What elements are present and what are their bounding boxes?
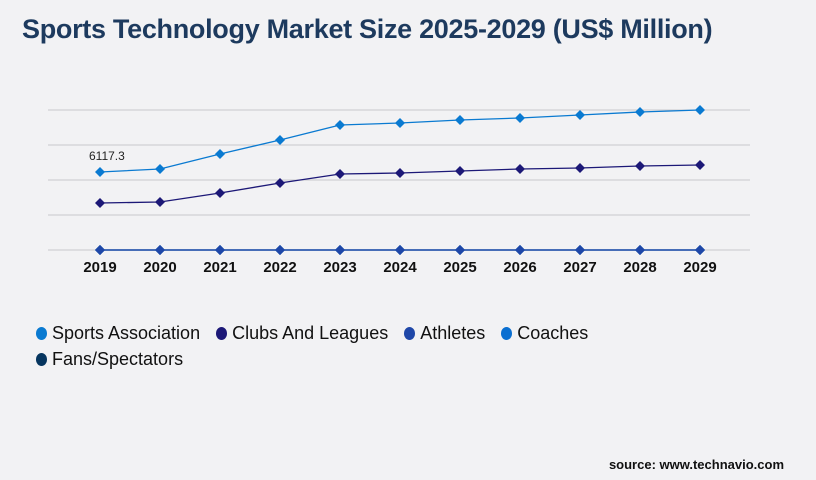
legend-item: Athletes bbox=[404, 322, 485, 344]
data-point bbox=[335, 168, 345, 179]
legend-label: Clubs And Leagues bbox=[232, 322, 389, 343]
data-point bbox=[395, 245, 405, 255]
legend-label: Athletes bbox=[420, 322, 486, 343]
legend-label: Sports Association bbox=[52, 322, 201, 343]
data-point bbox=[395, 117, 405, 128]
x-tick-label: 2028 bbox=[623, 259, 656, 276]
chart-title: Sports Technology Market Size 2025-2029 … bbox=[22, 14, 713, 44]
legend-item: Fans/Spectators bbox=[36, 348, 183, 370]
data-point bbox=[635, 161, 645, 171]
data-label: 6117.3 bbox=[89, 149, 125, 163]
legend-marker-icon bbox=[216, 326, 228, 340]
data-point bbox=[95, 167, 105, 178]
x-tick-label: 2024 bbox=[383, 259, 417, 276]
data-point bbox=[395, 168, 405, 178]
legend-marker-icon bbox=[36, 326, 47, 340]
x-tick-label: 2027 bbox=[563, 259, 596, 276]
data-point bbox=[455, 114, 465, 125]
line-chart: 2019 2020 2021 2022 2023 2024 2025 2026 2027 2028… bbox=[48, 105, 750, 276]
x-tick-label: 2029 bbox=[683, 259, 716, 276]
data-point bbox=[635, 107, 645, 118]
data-point bbox=[155, 245, 165, 255]
data-point bbox=[95, 198, 105, 209]
data-point bbox=[215, 245, 225, 255]
legend-marker-icon bbox=[36, 352, 47, 366]
x-tick-label: 2022 bbox=[263, 259, 296, 276]
data-point bbox=[275, 135, 285, 146]
data-point bbox=[635, 245, 645, 255]
data-point bbox=[515, 163, 525, 174]
legend-item: Coaches bbox=[501, 322, 588, 344]
data-point bbox=[695, 105, 705, 115]
x-tick-label: 2026 bbox=[503, 259, 536, 276]
legend-item: Clubs And Leagues bbox=[216, 322, 388, 344]
data-point bbox=[695, 245, 705, 255]
data-point bbox=[155, 163, 165, 174]
legend-label: Coaches bbox=[517, 322, 589, 343]
data-point bbox=[95, 245, 105, 255]
data-point bbox=[575, 163, 585, 174]
source-text: source: www.technavio.com bbox=[608, 457, 784, 472]
x-tick-label: 2023 bbox=[323, 259, 356, 276]
x-tick-label: 2021 bbox=[203, 259, 236, 276]
data-point bbox=[515, 245, 525, 255]
data-point bbox=[215, 149, 225, 160]
x-tick-label: 2020 bbox=[143, 259, 176, 276]
x-tick-label: 2019 bbox=[83, 259, 116, 276]
legend: Sports Association Clubs And Leagues Athle… bbox=[36, 322, 676, 370]
data-point bbox=[215, 187, 225, 198]
legend-marker-icon bbox=[501, 326, 513, 340]
data-point bbox=[575, 245, 585, 255]
data-point bbox=[515, 112, 525, 123]
data-point bbox=[275, 177, 285, 188]
data-point bbox=[455, 165, 465, 176]
legend-label: Fans/Spectators bbox=[52, 348, 184, 369]
data-point bbox=[575, 109, 585, 120]
data-point bbox=[275, 245, 285, 255]
x-tick-label: 2025 bbox=[443, 259, 476, 276]
legend-item: Sports Association bbox=[36, 322, 200, 344]
data-point bbox=[155, 196, 165, 207]
data-point bbox=[455, 245, 465, 255]
legend-marker-icon bbox=[404, 326, 416, 340]
data-point bbox=[335, 119, 345, 130]
data-point bbox=[335, 245, 345, 255]
data-point bbox=[695, 159, 705, 170]
